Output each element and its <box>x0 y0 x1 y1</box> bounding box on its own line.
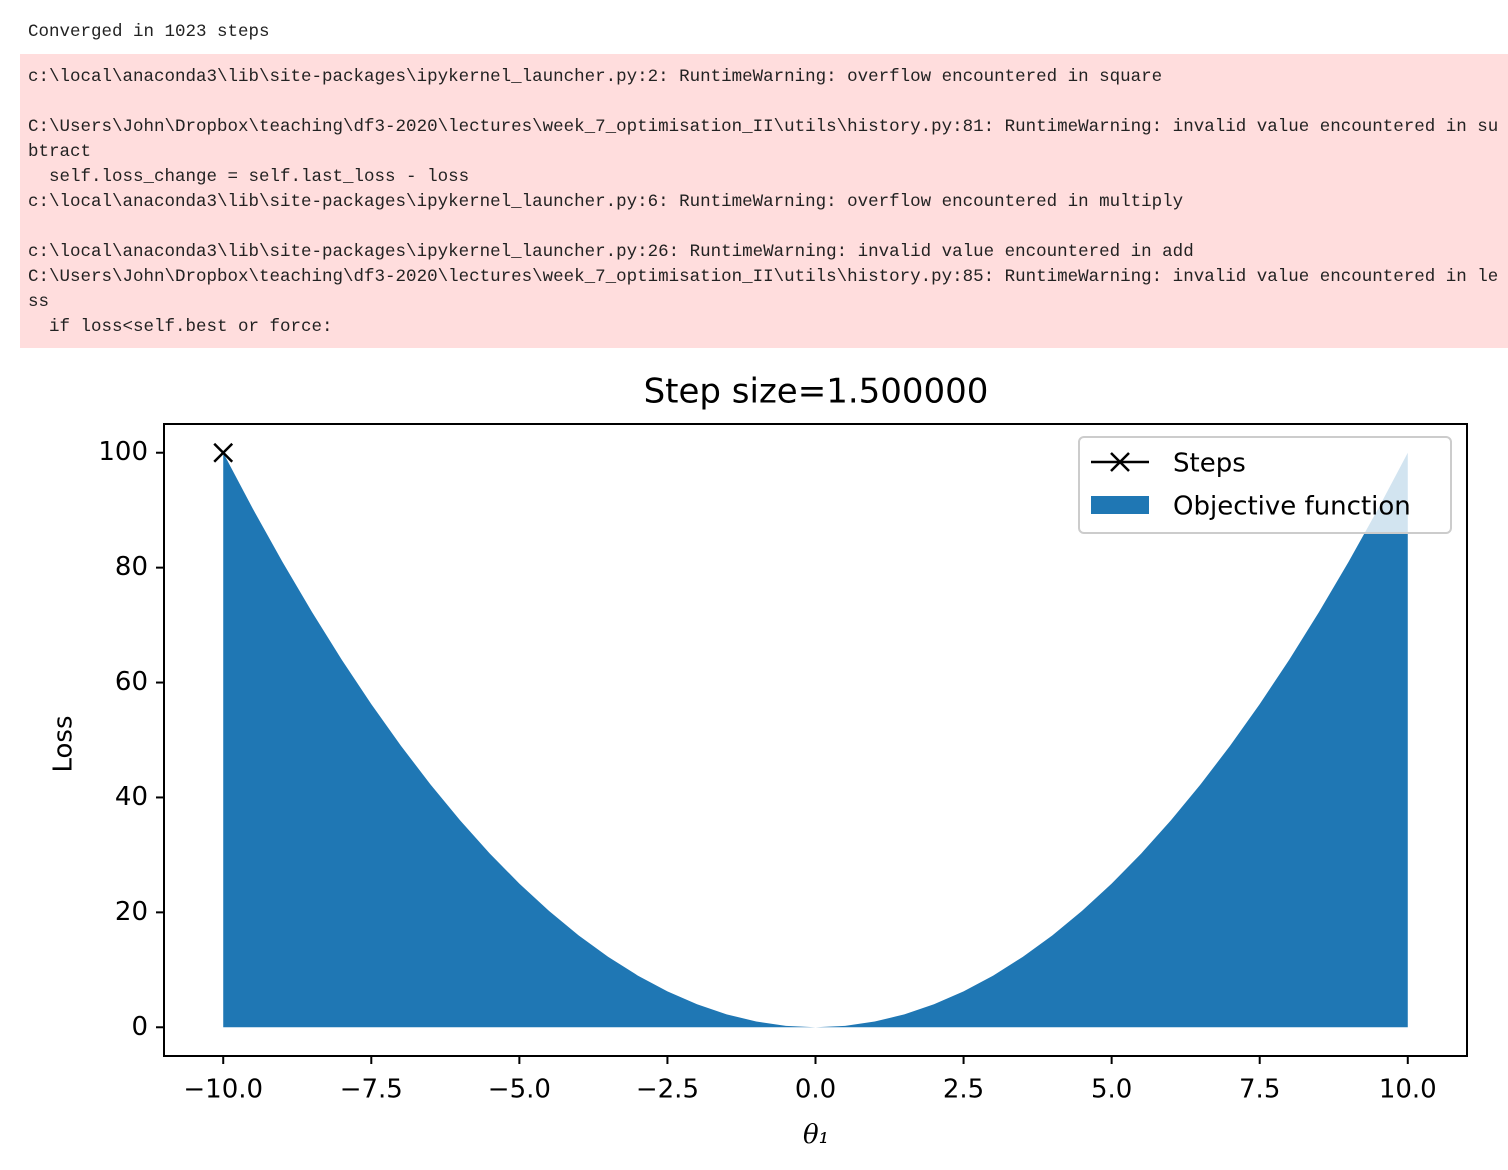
stderr-line: c:\local\anaconda3\lib\site-packages\ipy… <box>28 192 1184 212</box>
x-tick-label: 5.0 <box>1091 1075 1132 1105</box>
stderr: c:\local\anaconda3\lib\site-packages\ipy… <box>20 54 1508 348</box>
x-tick-label: 2.5 <box>943 1075 984 1105</box>
x-tick-label: −2.5 <box>636 1075 699 1105</box>
stderr-line: c:\local\anaconda3\lib\site-packages\ipy… <box>28 67 1163 87</box>
stderr-line: if loss<self.best or force: <box>28 317 333 337</box>
y-axis-label: Loss <box>49 715 79 772</box>
y-tick-label: 60 <box>115 667 148 697</box>
legend-patch <box>1091 496 1149 514</box>
x-tick-label: −10.0 <box>183 1075 263 1105</box>
x-axis-label: θ₁ <box>803 1120 829 1150</box>
legend-label: Steps <box>1173 449 1246 479</box>
y-tick-label: 20 <box>115 897 148 927</box>
stderr-line: c:\local\anaconda3\lib\site-packages\ipy… <box>28 242 1194 262</box>
legend-box <box>1078 436 1452 534</box>
step-marker <box>213 442 234 463</box>
y-tick-label: 100 <box>98 437 148 467</box>
chart-title: Step size=1.500000 <box>644 372 989 412</box>
x-tick-label: −5.0 <box>488 1075 551 1105</box>
x-tick-label: 7.5 <box>1239 1075 1280 1105</box>
y-tick-label: 0 <box>131 1012 148 1042</box>
stderr-line: self.loss_change = self.last_loss - loss <box>28 167 470 187</box>
x-tick-label: 10.0 <box>1379 1075 1437 1105</box>
stderr-line: C:\Users\John\Dropbox\teaching\df3-2020\… <box>28 117 1499 137</box>
legend-label: Objective function <box>1173 492 1411 522</box>
stderr-line: ss <box>28 292 50 312</box>
chart: Step size=1.500000 θ₁ Loss −10.0 −7.5 −5.0… <box>49 372 1468 1150</box>
objective-area <box>223 452 1408 1028</box>
stderr-line: btract <box>28 142 92 162</box>
x-tick-label: −7.5 <box>340 1075 403 1105</box>
y-tick-label: 80 <box>115 552 148 582</box>
x-tick-label: 0.0 <box>795 1075 836 1105</box>
stdout: Converged in 1023 steps <box>28 22 270 42</box>
stderr-line: C:\Users\John\Dropbox\teaching\df3-2020\… <box>28 267 1499 287</box>
legend-marker <box>1110 452 1130 472</box>
y-tick-label: 40 <box>115 782 148 812</box>
